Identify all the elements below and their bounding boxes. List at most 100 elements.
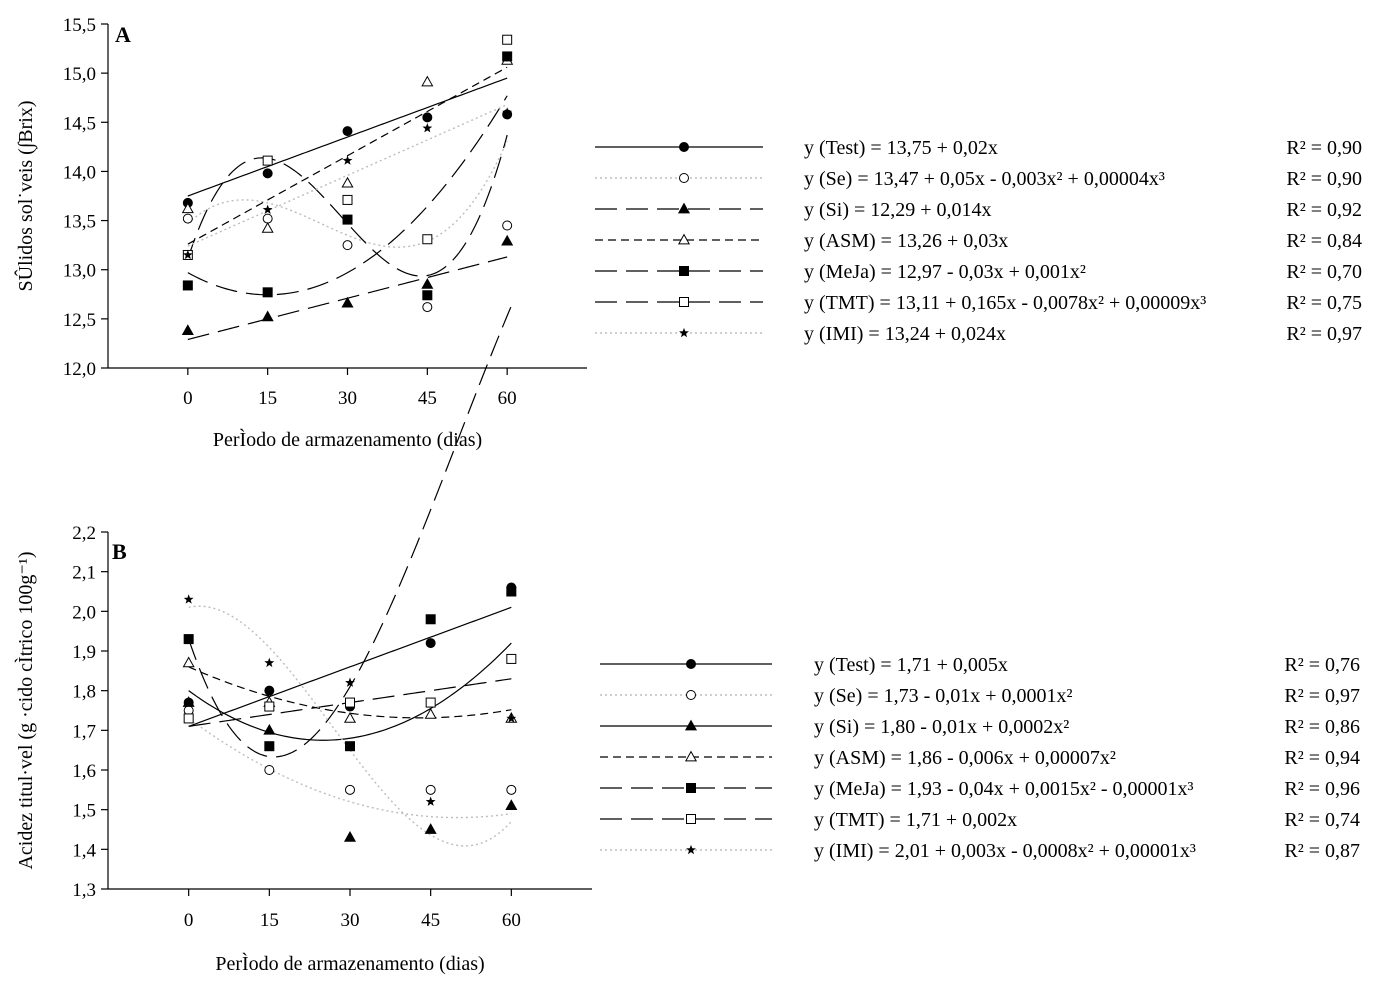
y-tick-label: 14,5 bbox=[63, 113, 96, 134]
fit-line-tmt bbox=[187, 134, 508, 277]
fit-line-meja bbox=[187, 95, 508, 296]
legend-r2-se: R² = 0,97 bbox=[1284, 685, 1360, 707]
legend-equation-tmt: y (TMT) = 1,71 + 0,002x bbox=[814, 809, 1017, 831]
legend-equation-tmt: y (TMT) = 13,11 + 0,165x - 0,0078x² + 0,… bbox=[804, 292, 1206, 314]
panel-letter: A bbox=[115, 22, 131, 47]
legend-marker-asm bbox=[677, 233, 691, 245]
point-test bbox=[264, 685, 275, 696]
y-tick-label: 1,9 bbox=[72, 642, 96, 663]
point-asm bbox=[424, 708, 437, 719]
fit-line-meja bbox=[188, 305, 512, 758]
point-si bbox=[341, 296, 354, 308]
y-tick-label: 15,5 bbox=[63, 15, 96, 36]
panel-letter: B bbox=[112, 539, 127, 564]
point-se bbox=[264, 765, 275, 775]
point-tmt bbox=[345, 697, 355, 708]
legend-r2-asm: R² = 0,94 bbox=[1284, 747, 1360, 769]
point-imi bbox=[182, 249, 193, 260]
legend-equation-si: y (Si) = 1,80 - 0,01x + 0,0002x² bbox=[814, 716, 1069, 738]
x-tick-label: 30 bbox=[341, 910, 360, 931]
point-tmt bbox=[183, 713, 194, 724]
point-tmt bbox=[502, 34, 513, 45]
legend-marker-meja bbox=[679, 266, 689, 276]
legend-equation-asm: y (ASM) = 1,86 - 0,006x + 0,00007x² bbox=[814, 747, 1116, 769]
point-si bbox=[505, 799, 518, 811]
y-axis-label: SÛlidos sol˙veis (∫Brix) bbox=[13, 100, 38, 291]
y-tick-label: 1,5 bbox=[72, 801, 96, 822]
legend-equation-imi: y (IMI) = 13,24 + 0,024x bbox=[804, 323, 1006, 345]
legend-r2-tmt: R² = 0,75 bbox=[1286, 292, 1362, 314]
legend-equation-test: y (Test) = 1,71 + 0,005x bbox=[814, 654, 1008, 676]
point-meja bbox=[183, 634, 194, 645]
point-se bbox=[422, 302, 433, 313]
point-meja bbox=[182, 280, 193, 291]
point-meja bbox=[342, 214, 353, 225]
point-se bbox=[345, 784, 355, 795]
fit-line-test bbox=[188, 606, 512, 727]
legend-r2-meja: R² = 0,70 bbox=[1286, 261, 1362, 283]
point-si bbox=[181, 324, 194, 335]
x-axis-label: PerÌodo de armazenamento (dias) bbox=[213, 428, 482, 451]
point-tmt bbox=[422, 234, 433, 245]
legend-r2-si: R² = 0,86 bbox=[1284, 716, 1360, 738]
y-tick-label: 1,7 bbox=[72, 721, 96, 742]
point-tmt bbox=[264, 701, 275, 712]
x-tick-label: 45 bbox=[418, 388, 437, 409]
legend-marker-asm bbox=[684, 750, 698, 762]
legend-r2-se: R² = 0,90 bbox=[1286, 168, 1362, 190]
legend-r2-test: R² = 0,90 bbox=[1286, 137, 1362, 159]
legend-marker-meja bbox=[686, 783, 696, 793]
point-se bbox=[342, 240, 353, 251]
legend-marker-test bbox=[686, 659, 696, 669]
fit-line-imi bbox=[188, 605, 512, 847]
point-si bbox=[261, 310, 274, 322]
y-tick-label: 1,3 bbox=[72, 880, 96, 901]
point-imi bbox=[264, 657, 275, 668]
point-meja bbox=[425, 614, 436, 625]
point-meja bbox=[506, 586, 517, 597]
x-tick-label: 60 bbox=[502, 910, 521, 931]
legend-equation-test: y (Test) = 13,75 + 0,02x bbox=[804, 137, 998, 159]
point-si bbox=[424, 823, 437, 834]
y-tick-label: 2,2 bbox=[72, 523, 96, 544]
x-tick-label: 15 bbox=[258, 388, 277, 409]
legend-marker-imi bbox=[679, 327, 689, 338]
point-si bbox=[501, 234, 514, 246]
point-si bbox=[343, 831, 357, 842]
x-tick-label: 60 bbox=[498, 388, 517, 409]
point-imi bbox=[422, 123, 433, 133]
point-se bbox=[506, 784, 517, 795]
point-imi bbox=[506, 713, 517, 723]
fit-line-test bbox=[187, 77, 508, 197]
legend-equation-imi: y (IMI) = 2,01 + 0,003x - 0,0008x² + 0,0… bbox=[814, 840, 1196, 862]
y-tick-label: 14,0 bbox=[63, 162, 96, 183]
point-asm bbox=[182, 656, 195, 668]
legend-marker-se bbox=[686, 690, 696, 700]
point-imi bbox=[342, 155, 353, 165]
panel-b: 1,3 1,4 1,5 1,6 1,7 1,8 1,9 2,0 2,1 2,2 0 15 30 45 60 P… bbox=[14, 305, 1360, 975]
point-asm bbox=[341, 176, 354, 188]
point-tmt bbox=[262, 155, 273, 166]
legend-equation-asm: y (ASM) = 13,26 + 0,03x bbox=[804, 230, 1008, 252]
legend-marker-si bbox=[677, 202, 691, 214]
point-meja bbox=[345, 741, 355, 752]
point-meja bbox=[262, 287, 273, 298]
legend-r2-test: R² = 0,76 bbox=[1284, 654, 1360, 676]
legend-marker-test bbox=[679, 142, 689, 152]
point-si bbox=[182, 696, 195, 707]
point-test bbox=[422, 112, 433, 123]
legend-equation-se: y (Se) = 13,47 + 0,05x - 0,003x² + 0,000… bbox=[804, 168, 1165, 190]
legend-equation-si: y (Si) = 12,29 + 0,014x bbox=[804, 199, 992, 221]
x-tick-label: 45 bbox=[421, 910, 440, 931]
point-asm bbox=[181, 202, 194, 214]
point-imi bbox=[425, 796, 436, 806]
fit-line-imi bbox=[187, 103, 508, 247]
point-meja bbox=[422, 290, 433, 301]
y-tick-label: 1,6 bbox=[72, 761, 96, 782]
point-imi bbox=[502, 107, 513, 117]
y-axis-label: Acidez titul·vel (g ·cido cÌtrico 100g⁻¹… bbox=[14, 551, 37, 869]
point-test bbox=[262, 168, 273, 179]
point-meja bbox=[502, 51, 513, 62]
y-tick-label: 2,0 bbox=[72, 602, 96, 623]
point-asm bbox=[343, 712, 357, 723]
